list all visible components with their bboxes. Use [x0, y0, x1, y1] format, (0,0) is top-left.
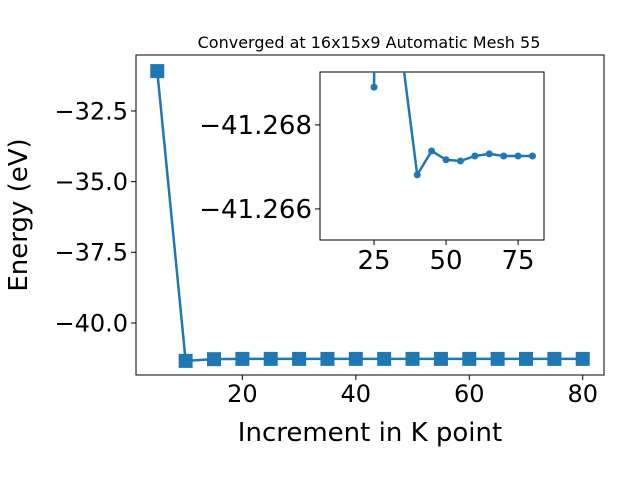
data-point [413, 171, 421, 179]
y-axis-label: Energy (eV) [4, 138, 34, 291]
y-tick-label: −37.5 [54, 239, 128, 267]
x-tick-label: 50 [429, 246, 462, 276]
data-point [263, 351, 278, 366]
y-tick-label: −41.268 [199, 111, 312, 141]
data-point [377, 351, 392, 366]
data-point [320, 351, 335, 366]
y-tick-label: −41.266 [199, 195, 312, 225]
y-tick-label: −35.0 [54, 168, 128, 196]
y-tick-label: −32.5 [54, 97, 128, 125]
data-point [178, 353, 193, 368]
y-tick-label: −40.0 [54, 309, 128, 337]
data-point [462, 351, 477, 366]
x-tick-label: 60 [454, 380, 485, 408]
plot-area [370, 72, 536, 179]
data-point [456, 157, 464, 165]
data-point [528, 152, 536, 160]
data-point [405, 351, 420, 366]
data-point [207, 352, 221, 367]
data-point [370, 83, 378, 91]
data-point [471, 152, 479, 160]
data-point [442, 156, 450, 164]
data-point [292, 351, 307, 366]
data-point [514, 152, 522, 160]
data-point [500, 152, 508, 160]
data-point [575, 351, 590, 366]
x-tick-label: 80 [567, 380, 598, 408]
x-axis-label: Increment in K point [238, 418, 502, 448]
data-point [485, 150, 493, 158]
x-tick-label: 20 [227, 380, 258, 408]
x-tick-label: 40 [341, 380, 372, 408]
x-tick-label: 75 [502, 246, 535, 276]
data-line [156, 70, 583, 363]
data-point [348, 351, 363, 366]
data-point [490, 351, 505, 366]
data-point [235, 351, 250, 366]
data-point [433, 351, 448, 366]
data-point [519, 351, 533, 366]
data-point [150, 64, 165, 79]
data-point [428, 147, 436, 155]
chart-title: Converged at 16x15x9 Automatic Mesh 55 [198, 33, 541, 52]
data-point [547, 351, 562, 366]
x-tick-label: 25 [357, 246, 390, 276]
plot-area [150, 64, 590, 368]
